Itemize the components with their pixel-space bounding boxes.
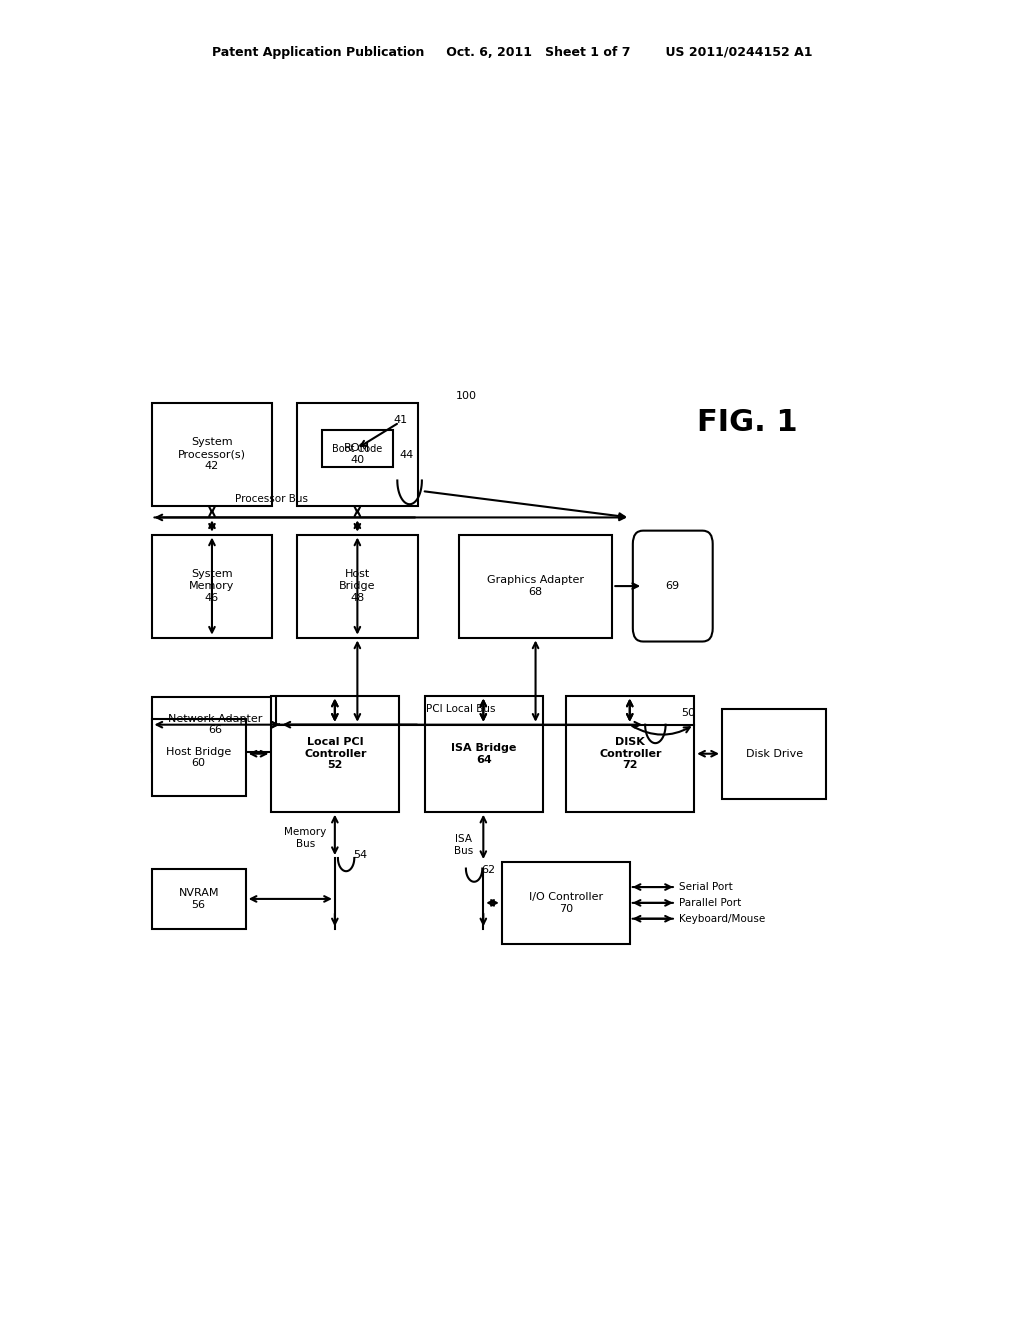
Text: 54: 54 [353,850,368,861]
Bar [722,709,826,799]
Text: Serial Port: Serial Port [679,882,732,892]
Bar [425,696,543,812]
Bar [152,535,272,638]
Text: I/O Controller
70: I/O Controller 70 [528,892,603,913]
Text: 41: 41 [393,414,408,425]
Text: DISK
Controller
72: DISK Controller 72 [599,737,662,771]
Text: ROM
40: ROM 40 [344,444,371,465]
Text: Local PCI
Controller
52: Local PCI Controller 52 [304,737,367,771]
Text: Host
Bridge
48: Host Bridge 48 [339,569,376,603]
Text: Memory
Bus: Memory Bus [284,828,327,849]
Text: NVRAM
56: NVRAM 56 [178,888,219,909]
Text: PCI Local Bus: PCI Local Bus [426,704,496,714]
Text: 100: 100 [456,391,477,401]
Text: 44: 44 [399,450,414,461]
Bar [459,535,612,638]
Bar [297,403,418,506]
Text: System
Processor(s)
42: System Processor(s) 42 [178,437,246,471]
FancyBboxPatch shape [633,531,713,642]
Bar [566,696,694,812]
Bar [271,696,399,812]
Text: Patent Application Publication     Oct. 6, 2011   Sheet 1 of 7        US 2011/02: Patent Application Publication Oct. 6, 2… [212,46,812,59]
Text: 62: 62 [481,865,496,875]
Text: Keyboard/Mouse: Keyboard/Mouse [679,913,765,924]
Text: Boot Code: Boot Code [332,444,383,454]
Text: ISA Bridge
64: ISA Bridge 64 [452,743,516,764]
Text: Network Adapter
66: Network Adapter 66 [168,714,263,735]
Text: Graphics Adapter
68: Graphics Adapter 68 [487,576,584,597]
Text: Host Bridge
60: Host Bridge 60 [166,747,231,768]
Bar [152,869,246,929]
Bar [152,719,246,796]
Text: 50: 50 [681,708,695,718]
Bar [152,697,280,752]
Text: Parallel Port: Parallel Port [679,898,741,908]
Bar [152,403,272,506]
Text: FIG. 1: FIG. 1 [697,408,798,437]
Bar [502,862,630,944]
Text: System
Memory
46: System Memory 46 [189,569,234,603]
Text: Disk Drive: Disk Drive [745,748,803,759]
Bar [297,535,418,638]
Text: 69: 69 [666,581,680,591]
Text: Processor Bus: Processor Bus [234,494,308,504]
Bar [322,430,393,467]
Text: ISA
Bus: ISA Bus [455,834,473,855]
